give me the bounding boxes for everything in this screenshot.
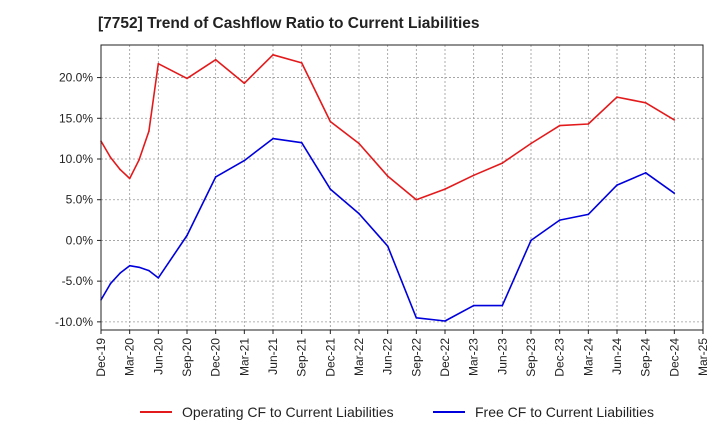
x-tick-label: Sep-23 — [524, 338, 538, 377]
x-tick-label: Dec-23 — [553, 338, 567, 377]
operating-cf-data-point — [214, 58, 217, 61]
free-cf-data-point — [501, 304, 504, 307]
free-cf-data-point — [128, 264, 131, 267]
operating-cf-data-point — [558, 124, 561, 127]
operating-cf-data-point — [109, 156, 112, 159]
free-cf-data-point — [119, 272, 121, 274]
x-tick-label: Dec-21 — [323, 338, 337, 377]
x-tick-label: Mar-25 — [696, 338, 710, 376]
free-cf-data-point — [673, 192, 676, 194]
legend-label-operating-cf: Operating CF to Current Liabilities — [182, 404, 394, 420]
x-tick-label: Sep-22 — [409, 338, 423, 377]
free-cf-data-point — [587, 213, 590, 216]
y-axis-ticks: 20.0% 15.0% 10.0% 5.0% 0.0% -5.0% -10.0% — [55, 71, 101, 329]
x-tick-label: Mar-22 — [352, 338, 366, 376]
x-tick-label: Sep-20 — [180, 338, 194, 377]
operating-cf-data-point — [444, 188, 446, 190]
y-tick-label: -5.0% — [62, 274, 94, 288]
operating-cf-data-point — [644, 102, 647, 104]
operating-cf-data-point — [472, 174, 475, 177]
y-tick-label: 0.0% — [66, 233, 94, 247]
free-cf-data-point — [157, 277, 160, 279]
free-cf-data-point — [138, 266, 140, 269]
operating-cf-data-point — [138, 159, 140, 161]
free-cf-data-point — [300, 141, 303, 144]
x-tick-label: Mar-20 — [123, 338, 137, 376]
y-tick-label: 10.0% — [59, 152, 93, 166]
free-cf-data-point — [472, 304, 475, 307]
x-tick-label: Dec-24 — [667, 338, 681, 377]
operating-cf-data-point — [272, 54, 274, 56]
legend-item-operating-cf: Operating CF to Current Liabilities — [140, 404, 394, 420]
operating-cf-data-point — [501, 162, 504, 164]
y-tick-label: 20.0% — [59, 71, 93, 85]
x-tick-label: Jun-22 — [381, 338, 395, 375]
operating-cf-data-point — [329, 120, 332, 123]
operating-cf-data-point — [128, 177, 131, 180]
free-cf-data-point — [214, 176, 217, 178]
x-tick-label: Dec-22 — [438, 338, 452, 377]
legend-swatch-operating-cf — [140, 411, 172, 413]
free-cf-data-point — [243, 159, 246, 162]
plot-frame — [100, 44, 704, 331]
free-cf-data-point — [386, 245, 389, 247]
x-tick-label: Jun-23 — [495, 338, 509, 375]
operating-cf-data-point — [386, 175, 389, 177]
legend-swatch-free-cf — [433, 411, 465, 413]
free-cf-data-point — [644, 172, 647, 174]
x-tick-label: Dec-20 — [209, 338, 223, 377]
x-tick-label: Jun-24 — [610, 338, 624, 375]
operating-cf-data-point — [530, 142, 532, 145]
free-cf-data-point — [415, 317, 418, 319]
free-cf-data-point — [272, 137, 274, 140]
y-tick-label: 5.0% — [66, 193, 94, 207]
free-cf-data-point — [530, 239, 532, 242]
operating-cf-data-point — [157, 62, 160, 65]
series-lines — [100, 54, 676, 322]
free-cf-data-point — [616, 184, 618, 186]
legend-item-free-cf: Free CF to Current Liabilities — [433, 404, 654, 420]
free-cf-data-point — [358, 212, 360, 215]
x-tick-label: Sep-24 — [639, 338, 653, 377]
free-cf-data-point — [329, 188, 332, 190]
operating-cf-data-point — [616, 96, 618, 98]
line-chart: 20.0% 15.0% 10.0% 5.0% 0.0% -5.0% -10.0% Dec-1… — [55, 44, 710, 377]
legend-label-free-cf: Free CF to Current Liabilities — [475, 404, 654, 420]
free-cf-data-point — [109, 282, 112, 285]
legend: Operating CF to Current Liabilities Free… — [0, 404, 720, 426]
free-cf-data-point — [558, 219, 561, 221]
x-tick-label: Mar-21 — [237, 338, 251, 376]
x-tick-label: Jun-21 — [266, 338, 280, 375]
x-tick-label: Mar-23 — [467, 338, 481, 376]
x-tick-label: Sep-21 — [295, 338, 309, 377]
operating-cf-data-point — [186, 77, 188, 80]
operating-cf-data-point — [243, 82, 246, 85]
x-tick-label: Jun-20 — [151, 338, 165, 375]
operating-cf-data-point — [673, 119, 676, 121]
operating-cf-data-point — [300, 62, 303, 64]
operating-cf-data-point — [119, 168, 121, 171]
operating-cf-data-point — [415, 198, 418, 201]
x-tick-label: Dec-19 — [94, 338, 108, 377]
y-tick-label: 15.0% — [59, 111, 93, 125]
free-cf-data-point — [186, 234, 188, 237]
x-axis-ticks: Dec-19 Mar-20 Jun-20 Sep-20 Dec-20 Mar-21 Jun-… — [94, 330, 710, 377]
free-cf-data-point — [148, 269, 150, 272]
operating-cf-data-point — [587, 123, 590, 125]
operating-cf-data-point — [148, 130, 150, 133]
operating-cf-data-point — [358, 142, 360, 145]
chart-title: [7752] Trend of Cashflow Ratio to Curren… — [98, 15, 480, 32]
y-tick-label: -10.0% — [55, 315, 93, 329]
free-cf-data-point — [444, 320, 446, 322]
x-tick-label: Mar-24 — [581, 338, 595, 376]
